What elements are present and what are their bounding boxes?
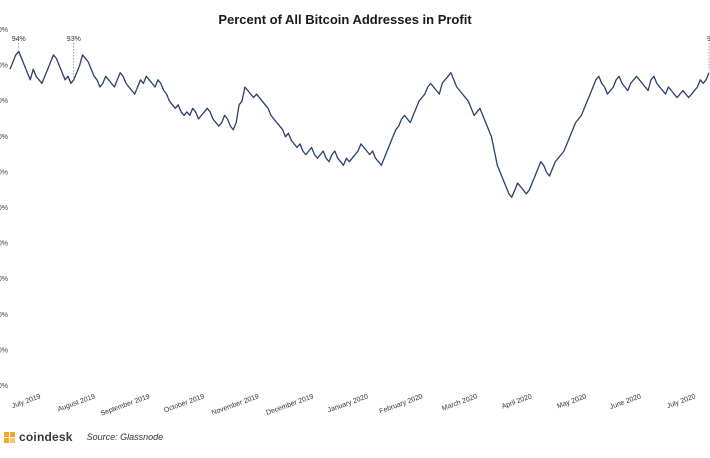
y-tick-label: 80% — [0, 98, 8, 105]
annotation-label: 94% — [12, 36, 26, 43]
x-tick-label: November 2019 — [211, 393, 260, 417]
x-tick-label: May 2020 — [556, 393, 587, 410]
y-axis: 0% 10% 20% 30% 40% 50% 60% 70% 80% 90% 100% — [0, 27, 8, 390]
y-tick-label: 20% — [0, 312, 8, 319]
x-tick-label: June 2020 — [609, 393, 642, 411]
x-tick-label: March 2020 — [441, 393, 478, 412]
series-line — [9, 50, 710, 198]
y-tick-label: 30% — [0, 276, 8, 283]
annotation-label: 9 — [707, 36, 710, 43]
coindesk-logo-icon — [4, 431, 15, 443]
brand-name: coindesk — [19, 430, 73, 444]
footer: coindesk Source: Glassnode — [4, 428, 163, 446]
x-tick-label: December 2019 — [265, 393, 314, 417]
x-tick-label: August 2019 — [57, 393, 96, 413]
y-tick-label: 100% — [0, 27, 8, 34]
x-tick-label: January 2020 — [327, 393, 369, 414]
y-tick-label: 70% — [0, 134, 8, 141]
x-axis: July 2019 August 2019 September 2019 Octobe… — [11, 393, 697, 417]
annotation-label: 93% — [67, 36, 81, 43]
x-tick-label: September 2019 — [100, 393, 151, 417]
y-tick-label: 50% — [0, 205, 8, 212]
x-tick-label: July 2019 — [11, 393, 42, 410]
y-tick-label: 90% — [0, 63, 8, 70]
x-tick-label: February 2020 — [379, 393, 424, 415]
x-tick-label: July 2020 — [666, 393, 697, 410]
annotations: 94% 93% 9 — [12, 36, 710, 78]
y-tick-label: 10% — [0, 347, 8, 354]
x-tick-label: April 2020 — [501, 393, 533, 410]
y-tick-label: 0% — [0, 383, 8, 390]
source-text: Source: Glassnode — [86, 432, 164, 442]
x-tick-label: October 2019 — [163, 393, 205, 414]
chart-title: Percent of All Bitcoin Addresses in Prof… — [218, 12, 472, 27]
y-tick-label: 40% — [0, 241, 8, 248]
y-tick-label: 60% — [0, 169, 8, 176]
